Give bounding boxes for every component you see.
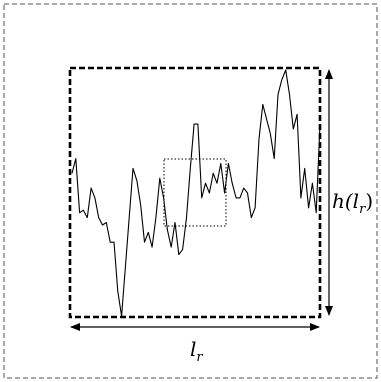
outer-frame bbox=[3, 3, 378, 379]
height-label: h(lr) bbox=[332, 189, 373, 217]
sampling-window bbox=[68, 66, 322, 319]
inner-window bbox=[163, 158, 227, 227]
signal-trace bbox=[71, 69, 321, 317]
width-label: lr bbox=[190, 337, 203, 365]
